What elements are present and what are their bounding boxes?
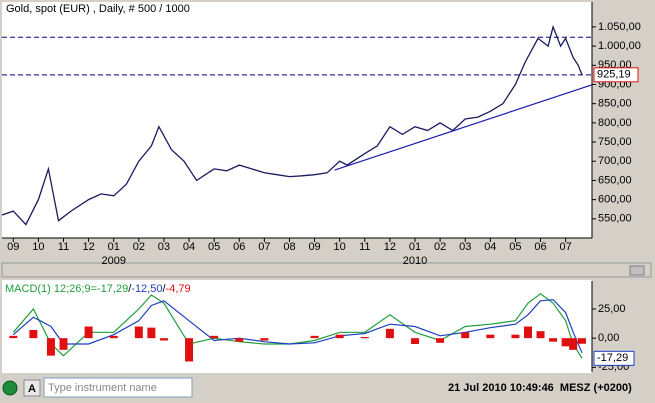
macd-plot	[2, 280, 592, 373]
macd-title-part: /	[162, 283, 166, 295]
macd-title-part: -4,79	[166, 283, 191, 295]
x-tick-label: 05	[208, 241, 220, 253]
x-tick-label: 05	[509, 241, 521, 253]
y-tick-label: 0,00	[598, 332, 619, 344]
last-value-box	[593, 350, 635, 366]
x-tick-label: 04	[484, 241, 496, 253]
y-tick-label: 700,00	[598, 155, 632, 167]
histogram-bar	[185, 338, 194, 362]
x-tick-label: 06	[534, 241, 546, 253]
x-tick-label: 03	[459, 241, 471, 253]
macd-line	[12, 299, 583, 354]
y-tick-label: 800,00	[598, 117, 632, 129]
histogram-bar	[411, 338, 419, 344]
macd-title: MACD(1) 12;26;9=-17,29/-12,50/-4,79	[5, 283, 191, 295]
last-value-label: 925,19	[597, 69, 631, 81]
instrument-input[interactable]	[43, 377, 193, 398]
last-value-label: -17,29	[597, 352, 628, 364]
histogram-bar	[549, 338, 558, 342]
y-tick-label: 600,00	[598, 194, 632, 206]
histogram-bar	[235, 338, 244, 342]
histogram-bar	[84, 326, 93, 339]
histogram-bar	[360, 337, 369, 339]
macd-title-part: MACD(1) 12;26;9=	[5, 283, 97, 295]
y-tick-label: 1.050,00	[598, 21, 641, 33]
histogram-bar	[29, 330, 38, 339]
last-value-box	[593, 67, 639, 83]
histogram-bar	[461, 332, 470, 339]
histogram-bar	[134, 326, 143, 339]
year-label: 2009	[101, 255, 125, 267]
x-tick-label: 06	[233, 241, 245, 253]
x-tick-label: 09	[7, 241, 19, 253]
chart-title: Gold, spot (EUR) , Daily, # 500 / 1000	[6, 3, 190, 15]
histogram-bar	[436, 338, 445, 343]
x-tick-label: 12	[384, 241, 396, 253]
x-tick-label: 11	[58, 241, 69, 253]
splitter	[1, 262, 652, 278]
histogram-bar	[569, 338, 578, 350]
x-tick-label: 10	[32, 241, 44, 253]
histogram-bar	[59, 338, 68, 350]
macd-title-part: -12,50	[131, 283, 162, 295]
histogram-bar	[536, 331, 545, 339]
histogram-bar	[210, 335, 219, 339]
histogram-bar	[523, 326, 532, 339]
histogram-bar	[561, 338, 570, 347]
x-tick-label: 09	[308, 241, 320, 253]
histogram-bar	[486, 334, 495, 339]
trend-line	[334, 84, 593, 171]
font-button[interactable]	[23, 379, 41, 397]
x-tick-label: 11	[359, 241, 370, 253]
x-tick-label: 01	[108, 241, 120, 253]
x-tick-label: 12	[82, 241, 94, 253]
y-tick-label: 750,00	[598, 136, 632, 148]
x-tick-label: 08	[283, 241, 295, 253]
histogram-bar	[511, 334, 520, 339]
histogram-bar	[385, 328, 394, 339]
price-plot	[2, 2, 592, 238]
histogram-bar	[9, 335, 18, 339]
price-line	[1, 24, 583, 226]
histogram-bar	[260, 338, 269, 341]
x-tick-label: 02	[133, 241, 145, 253]
macd-title-part: /	[128, 283, 132, 295]
status-datetime: 21 Jul 2010 10:49:46 MESZ (+0200)	[448, 382, 632, 394]
x-tick-label: 07	[560, 241, 572, 253]
font-icon: A	[28, 383, 36, 395]
histogram-bar	[109, 335, 118, 339]
x-tick-label: 01	[409, 241, 421, 253]
macd-title-part: -17,29	[97, 283, 128, 295]
histogram-bar	[577, 338, 586, 344]
x-tick-label: 02	[434, 241, 446, 253]
histogram-bar	[147, 327, 156, 339]
histogram-bar	[335, 334, 344, 339]
x-tick-label: 10	[334, 241, 346, 253]
histogram-bar	[46, 338, 55, 356]
status-icon[interactable]	[2, 380, 18, 396]
histogram-bar	[310, 335, 319, 339]
y-tick-label: 850,00	[598, 98, 632, 110]
x-tick-label: 04	[183, 241, 195, 253]
y-tick-label: 550,00	[598, 213, 632, 225]
macd-line	[12, 293, 583, 359]
input-placeholder: Type instrument name	[48, 382, 157, 394]
histogram-bar	[159, 338, 168, 341]
y-tick-label: 1.000,00	[598, 40, 641, 52]
x-tick-label: 03	[158, 241, 170, 253]
year-label: 2010	[403, 255, 427, 267]
y-tick-label: 650,00	[598, 174, 632, 186]
splitter-handle[interactable]	[629, 265, 645, 276]
y-tick-label: 25,00	[598, 303, 626, 315]
x-tick-label: 07	[258, 241, 270, 253]
